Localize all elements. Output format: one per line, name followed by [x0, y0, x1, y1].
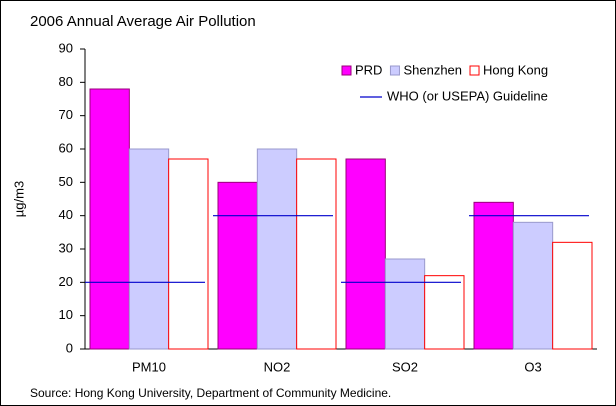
- bar: [473, 201, 514, 350]
- bar: [128, 148, 170, 350]
- bar: [168, 158, 209, 350]
- y-tick-label: 60: [59, 140, 73, 155]
- source-note: Source: Hong Kong University, Department…: [30, 386, 391, 400]
- bar: [552, 241, 593, 350]
- bar: [384, 258, 426, 350]
- y-tick-label: 0: [66, 340, 73, 355]
- legend-swatch: [341, 65, 352, 76]
- bar: [89, 88, 130, 350]
- bar: [345, 158, 386, 350]
- x-tick-label: SO2: [392, 359, 418, 374]
- y-tick-label: 40: [59, 207, 73, 222]
- legend-label: Hong Kong: [483, 62, 548, 77]
- legend-label: WHO (or USEPA) Guideline: [387, 88, 548, 103]
- y-tick-label: 70: [59, 107, 73, 122]
- y-tick-label: 30: [59, 240, 73, 255]
- bar: [296, 158, 337, 350]
- bar: [512, 221, 554, 350]
- y-tick-label: 50: [59, 174, 73, 189]
- bar: [424, 275, 465, 350]
- legend-swatch: [389, 65, 400, 76]
- x-tick-label: PM10: [132, 359, 166, 374]
- bar: [256, 148, 298, 350]
- x-tick-label: O3: [524, 359, 541, 374]
- y-axis-label: µg/m3: [11, 181, 26, 217]
- x-tick-label: NO2: [264, 359, 291, 374]
- chart-title: 2006 Annual Average Air Pollution: [30, 13, 256, 30]
- bar: [217, 181, 258, 350]
- y-tick-label: 80: [59, 74, 73, 89]
- y-tick-label: 10: [59, 307, 73, 322]
- legend-swatch: [469, 65, 480, 76]
- legend-label: PRD: [355, 62, 382, 77]
- y-tick-label: 20: [59, 274, 73, 289]
- y-tick-label: 90: [59, 40, 73, 55]
- legend-label: Shenzhen: [403, 62, 462, 77]
